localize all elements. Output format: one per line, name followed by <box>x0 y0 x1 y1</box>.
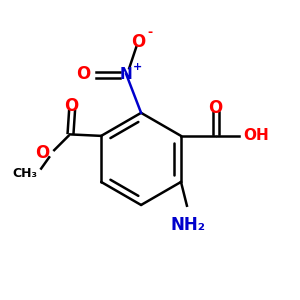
Text: O: O <box>131 32 145 50</box>
Text: O: O <box>208 99 222 117</box>
Text: O: O <box>76 65 91 83</box>
Text: NH₂: NH₂ <box>171 216 206 234</box>
Text: O: O <box>64 97 79 115</box>
Text: OH: OH <box>243 128 269 143</box>
Text: N: N <box>120 67 133 82</box>
Text: O: O <box>35 143 49 161</box>
Text: +: + <box>133 62 142 72</box>
Text: CH₃: CH₃ <box>12 167 37 179</box>
Text: -: - <box>147 26 153 39</box>
